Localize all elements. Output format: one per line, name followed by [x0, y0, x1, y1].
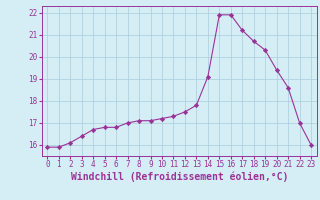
- X-axis label: Windchill (Refroidissement éolien,°C): Windchill (Refroidissement éolien,°C): [70, 172, 288, 182]
